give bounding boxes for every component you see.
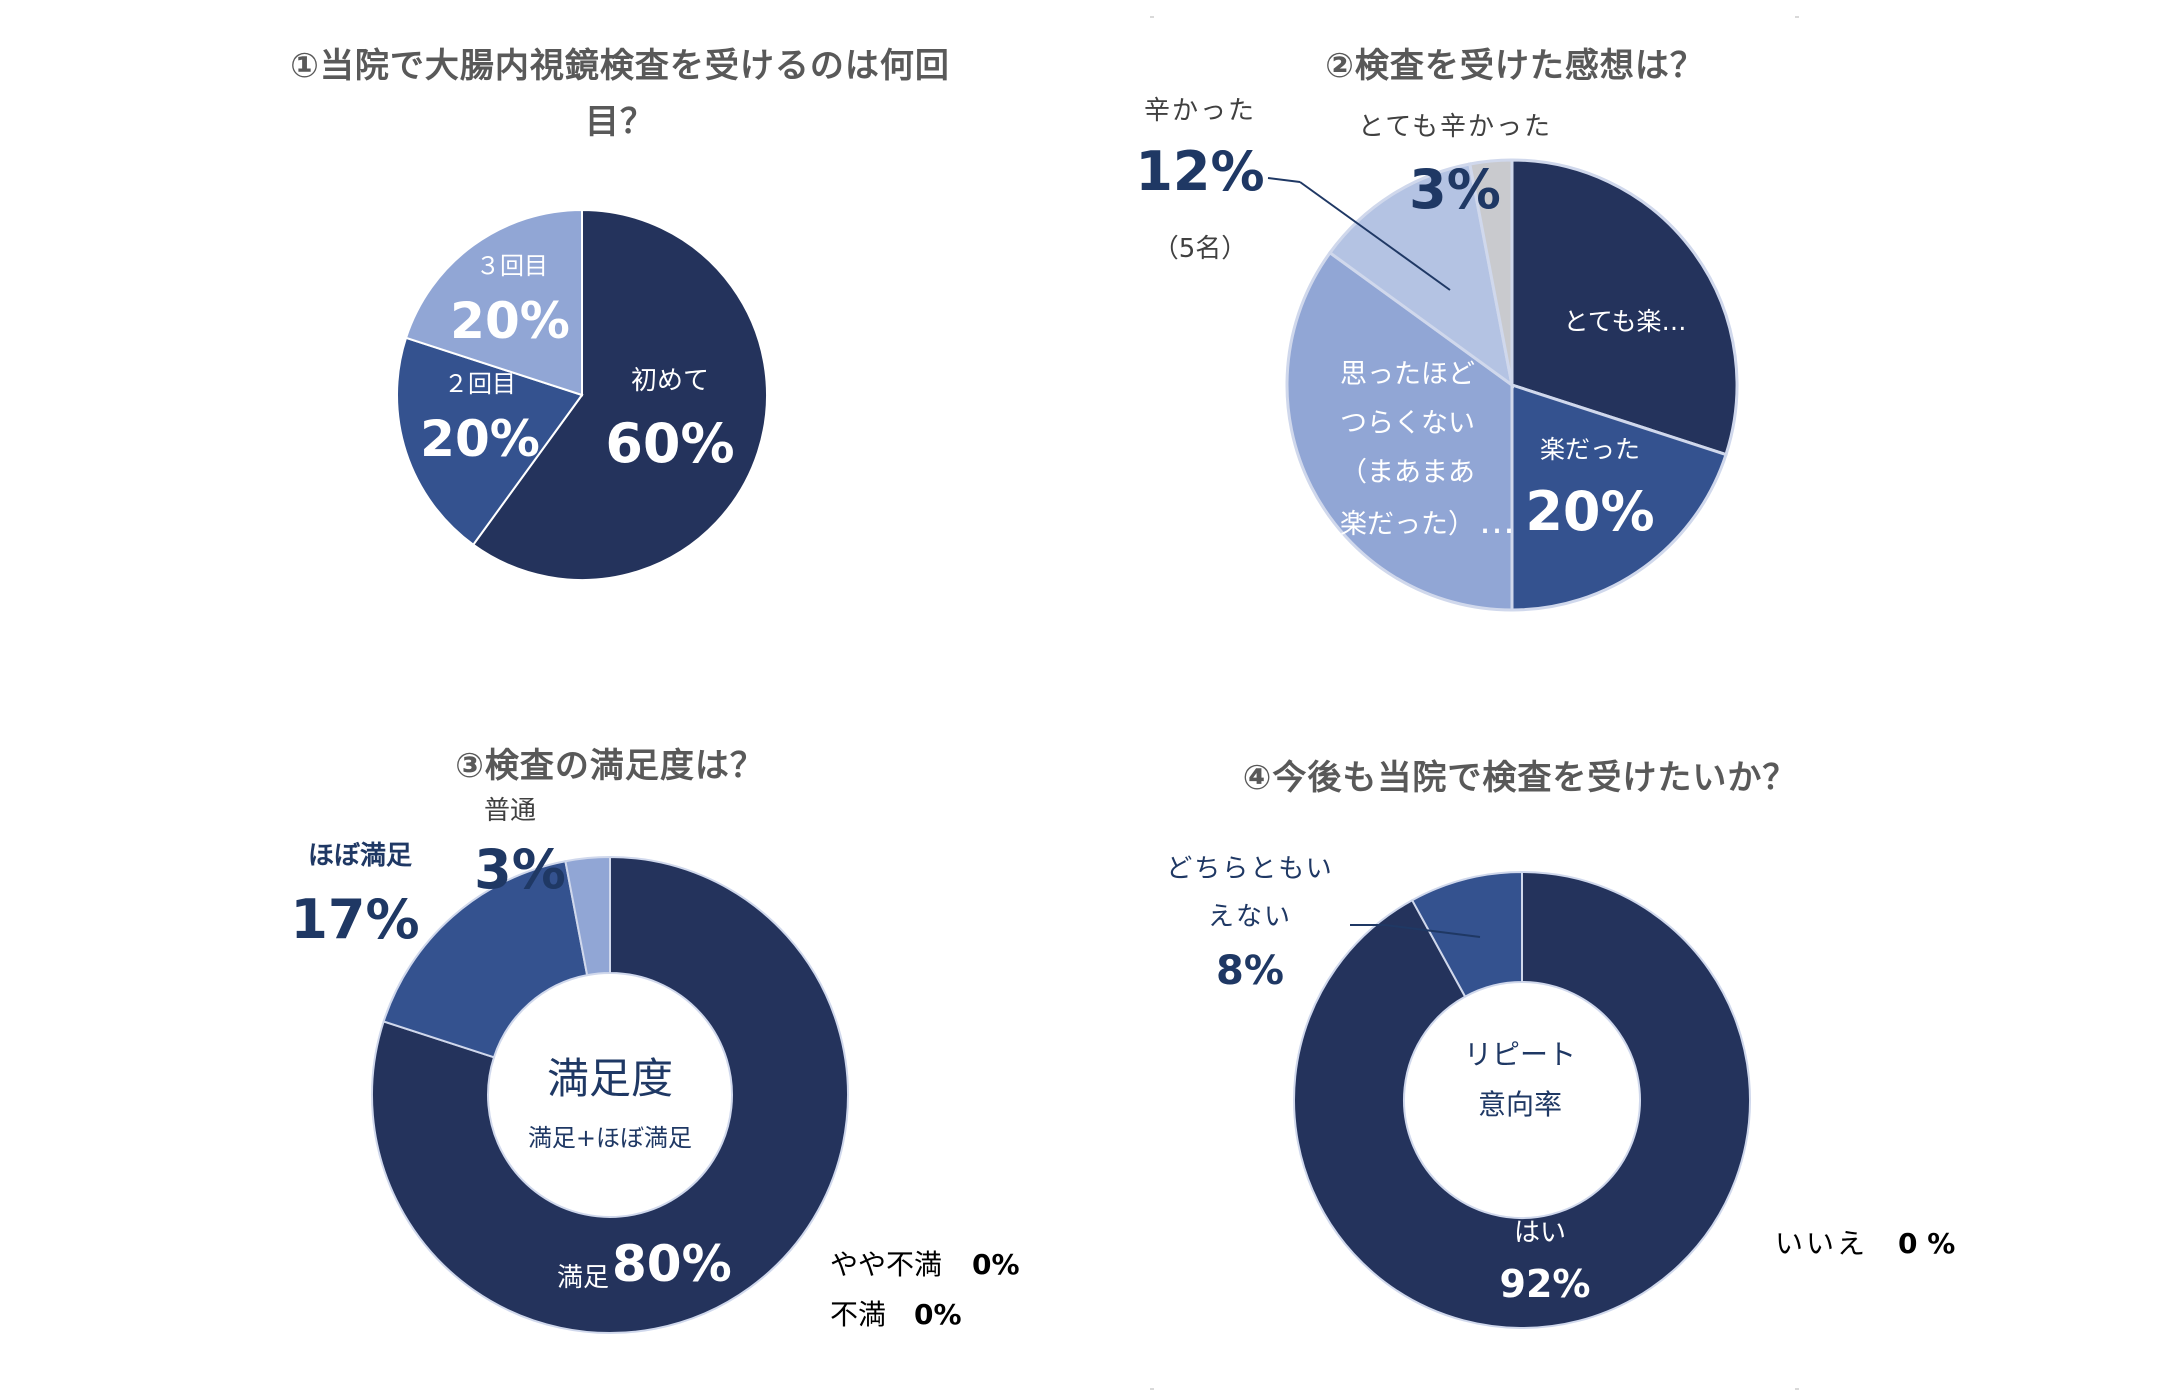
- chart4-slice-2: [1410, 870, 1523, 998]
- chart2-label-mid-line3: （まあまあ: [1340, 457, 1475, 488]
- chart2-title: ②検査を受けた感想は？: [1325, 46, 1705, 86]
- chart3-label-futsu: 普通: [483, 796, 536, 826]
- chart3-label-yaya: やや不満 0%: [830, 1243, 1070, 1283]
- chart2-label-totemo-raku: とても楽…: [1563, 307, 1687, 336]
- chart3-value-hobo: 17%: [290, 888, 420, 951]
- chart2-leader-tsurakatta-a: [1267, 177, 1301, 183]
- chart2-label-mid-line2: つらくない: [1340, 408, 1475, 439]
- chart2-label-mid-ellipsis: …: [1479, 501, 1515, 542]
- chart4-label-hai: はい: [1513, 1218, 1566, 1248]
- chart4-leader-neutral-b: [1384, 924, 1481, 938]
- chart4-slice-1: [1293, 870, 1751, 1329]
- chart3-slice-2: [382, 860, 589, 1059]
- chart4-center: リピート 意向率: [1420, 1030, 1620, 1130]
- chart2-slice-2: [1510, 382, 1728, 612]
- chart1-title-line1: ①当院で大腸内視鏡検査を受けるのは何回: [290, 46, 950, 86]
- chart1-slice-1: [471, 208, 768, 581]
- chart3-label-hobo: ほぼ満足: [307, 841, 412, 871]
- chart1-slice-2: [396, 336, 584, 547]
- chart2-slice-1: [1510, 158, 1739, 457]
- chart1-value-third: 20%: [450, 292, 570, 350]
- chart2-leader-tsurakatta-b: [1299, 181, 1451, 291]
- chart4-label-neutral-line2: えない: [1207, 902, 1292, 932]
- chart2-label-raku: 楽だった: [1539, 435, 1640, 464]
- chart2-top-border-right: [1795, 16, 1799, 18]
- chart3-value-fuman: 0%: [914, 1298, 962, 1331]
- chart4-center-line2: 意向率: [1477, 1088, 1562, 1121]
- chart2-note-tsurakatta: （5名）: [1152, 234, 1248, 264]
- chart2-label-mid: 思ったほど つらくない （まあまあ 楽だった）…: [1340, 350, 1520, 549]
- chart2-value-raku: 20%: [1525, 480, 1655, 543]
- chart3-value-manzoku: 80%: [612, 1235, 732, 1293]
- chart1-title-line2: 目？: [585, 102, 655, 142]
- chart3-center-title: 満足度: [546, 1054, 673, 1103]
- chart2-slice-5: [1468, 158, 1514, 386]
- chart4-value-neutral: 8%: [1216, 948, 1284, 994]
- chart3-label-fuman-text: 不満: [830, 1298, 887, 1331]
- chart2-label-mid-line4: 楽だった）…: [1340, 497, 1520, 549]
- chart1-value-first: 60%: [605, 412, 735, 475]
- chart2-label-mid-line4-text: 楽だった）: [1340, 509, 1475, 540]
- chart4-label-iie-text: いいえ: [1775, 1227, 1869, 1260]
- chart4-label-iie: いいえ 0 %: [1775, 1222, 2015, 1262]
- chart3-value-yaya: 0%: [972, 1248, 1020, 1281]
- chart2-label-mid-line1: 思ったほど: [1340, 359, 1475, 390]
- chart2-label-totemo-tsurakatta: とても辛かった: [1358, 112, 1552, 142]
- chart3-value-futsu: 3%: [474, 838, 566, 901]
- chart1-value-second: 20%: [420, 410, 540, 468]
- chart4-bottom-border-left: [1150, 1388, 1154, 1390]
- chart2-value-tsurakatta: 12%: [1135, 140, 1265, 203]
- chart2-label-tsurakatta: 辛かった: [1143, 96, 1256, 126]
- chart2-top-border-left: [1150, 16, 1154, 18]
- chart1-label-third: ３回目: [476, 252, 548, 280]
- chart1-title: ①当院で大腸内視鏡検査を受けるのは何回 目？: [230, 38, 1010, 150]
- chart1-label-second: ２回目: [444, 370, 516, 398]
- chart1-slice-3: [404, 208, 583, 397]
- chart2-value-totemo-tsurakatta: 3%: [1409, 158, 1501, 221]
- chart3-center-sub: 満足+ほぼ満足: [527, 1124, 693, 1152]
- chart4-center-line1: リピート: [1463, 1038, 1576, 1071]
- chart1-label-first: 初めて: [630, 366, 709, 396]
- chart4-bottom-border-right: [1795, 1388, 1799, 1390]
- chart4-value-iie: 0 %: [1898, 1227, 1956, 1260]
- chart3-label-manzoku: 満足: [556, 1263, 609, 1293]
- chart4-label-neutral: どちらともい えない: [1160, 845, 1340, 941]
- chart2-slice-3: [1285, 250, 1514, 612]
- chart3-label-fuman: 不満 0%: [830, 1293, 1030, 1333]
- chart4-value-hai: 92%: [1499, 1262, 1591, 1306]
- chart3-slice-1: [371, 855, 849, 1334]
- chart3-slice-3: [564, 855, 611, 977]
- chart3-label-yaya-text: やや不満: [830, 1248, 943, 1281]
- chart4-label-neutral-line1: どちらともい: [1166, 854, 1334, 884]
- chart4-title: ④今後も当院で検査を受けたいか？: [1242, 758, 1798, 798]
- chart2-slice-4: [1327, 162, 1515, 389]
- chart3-title: ③検査の満足度は？: [455, 746, 765, 786]
